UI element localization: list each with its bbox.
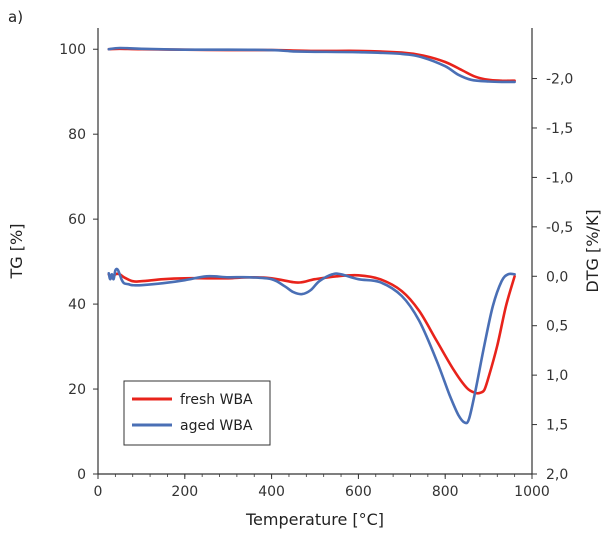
y-right-tick-label: -0,5	[546, 220, 573, 236]
panel-label: a)	[8, 8, 23, 26]
axes	[97, 28, 533, 475]
legend-label-fresh: fresh WBA	[180, 392, 253, 408]
y-left-tick-label: 40	[68, 297, 86, 313]
series-line-fresh-tg	[107, 47, 516, 83]
y-right-axis-title: DTG [%/K]	[583, 209, 602, 292]
x-tick-label: 0	[94, 484, 103, 500]
legend-box	[123, 380, 271, 446]
y-left-tick-label: 60	[68, 212, 86, 228]
x-axis-title: Temperature [°C]	[245, 510, 384, 529]
y-left-tick-label: 80	[68, 127, 86, 143]
y-right-tick-label: 1,0	[546, 368, 568, 384]
x-tick-label: 200	[171, 484, 198, 500]
legend-label-aged: aged WBA	[180, 418, 253, 434]
y-right-tick-label: 0,0	[546, 269, 568, 285]
y-right-tick-label: 1,5	[546, 418, 568, 434]
legend: fresh WBA aged WBA	[123, 380, 271, 446]
y-right-tick-label: 0,5	[546, 319, 568, 335]
y-right-tick-label: -1,5	[546, 121, 573, 137]
y-left-axis-title: TG [%]	[7, 224, 26, 280]
x-tick-label: 400	[258, 484, 285, 500]
y-left-tick-label: 100	[59, 42, 86, 58]
series-line-aged-dtg	[107, 267, 516, 425]
y-left-tick-label: 0	[77, 467, 86, 483]
x-tick-label: 800	[432, 484, 459, 500]
y-right-tick-label: 2,0	[546, 467, 568, 483]
x-tick-label: 1000	[514, 484, 550, 500]
y-right-tick-label: -2,0	[546, 72, 573, 88]
x-tick-label: 600	[345, 484, 372, 500]
series-line-fresh-dtg	[107, 272, 516, 395]
y-left-ticks: 0 20 40 60 80 100	[59, 42, 98, 483]
y-right-ticks: 2,0 1,5 1,0 0,5 0,0 -0,5 -1,0 -1,5 -2,0	[532, 72, 573, 483]
y-left-tick-label: 20	[68, 382, 86, 398]
y-right-tick-label: -1,0	[546, 170, 573, 186]
series-line-aged-tg	[107, 46, 516, 84]
x-ticks: 0 200 400 600 800 1000	[94, 474, 550, 500]
series-layer	[107, 46, 516, 425]
